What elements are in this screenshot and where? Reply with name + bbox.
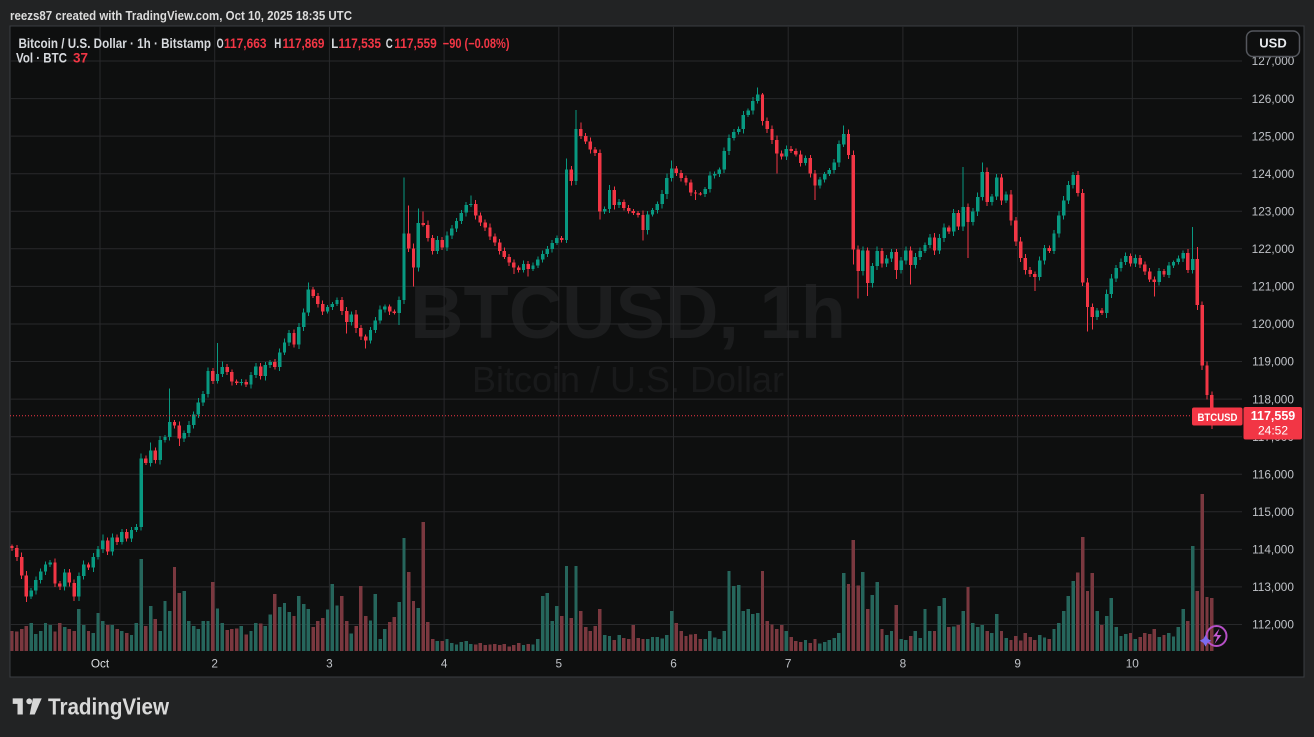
svg-text:9: 9 bbox=[1014, 657, 1021, 671]
svg-text:119,000: 119,000 bbox=[1252, 355, 1294, 369]
svg-text:8: 8 bbox=[900, 657, 907, 671]
svg-text:126,000: 126,000 bbox=[1252, 92, 1295, 106]
svg-text:BTCUSD, 1h: BTCUSD, 1h bbox=[410, 271, 846, 354]
svg-text:5: 5 bbox=[556, 657, 563, 671]
svg-text:113,000: 113,000 bbox=[1252, 580, 1294, 594]
svg-text:C: C bbox=[386, 36, 393, 51]
svg-text:BTCUSD: BTCUSD bbox=[1198, 412, 1238, 424]
svg-text:116,000: 116,000 bbox=[1252, 467, 1294, 481]
svg-text:Oct: Oct bbox=[91, 657, 110, 671]
svg-text:123,000: 123,000 bbox=[1252, 205, 1295, 219]
svg-text:117,663: 117,663 bbox=[224, 36, 267, 51]
svg-text:120,000: 120,000 bbox=[1252, 317, 1295, 331]
svg-text:24:52: 24:52 bbox=[1258, 424, 1288, 438]
svg-text:127,000: 127,000 bbox=[1252, 54, 1295, 68]
svg-text:USD: USD bbox=[1259, 36, 1286, 51]
svg-text:118,000: 118,000 bbox=[1252, 392, 1294, 406]
svg-text:115,000: 115,000 bbox=[1252, 505, 1294, 519]
svg-text:117,869: 117,869 bbox=[283, 36, 325, 51]
svg-text:124,000: 124,000 bbox=[1252, 167, 1295, 181]
svg-text:117,559: 117,559 bbox=[394, 36, 437, 51]
svg-text:125,000: 125,000 bbox=[1252, 129, 1295, 143]
svg-text:3: 3 bbox=[326, 657, 333, 671]
svg-text:6: 6 bbox=[670, 657, 677, 671]
svg-text:Bitcoin / U.S. Dollar · 1h · B: Bitcoin / U.S. Dollar · 1h · Bitstamp bbox=[19, 36, 212, 51]
svg-text:reezs87 created with TradingVi: reezs87 created with TradingView.com, Oc… bbox=[10, 8, 353, 23]
svg-text:7: 7 bbox=[785, 657, 792, 671]
svg-text:117,535: 117,535 bbox=[339, 36, 382, 51]
svg-text:O: O bbox=[217, 36, 224, 51]
svg-text:121,000: 121,000 bbox=[1252, 280, 1295, 294]
svg-text:−90 (−0.08%): −90 (−0.08%) bbox=[443, 36, 510, 51]
svg-text:2: 2 bbox=[211, 657, 218, 671]
svg-text:122,000: 122,000 bbox=[1252, 242, 1295, 256]
svg-text:Vol · BTC: Vol · BTC bbox=[16, 51, 67, 66]
svg-text:117,559: 117,559 bbox=[1251, 409, 1296, 423]
svg-text:L: L bbox=[331, 36, 338, 51]
svg-text:37: 37 bbox=[73, 51, 88, 66]
svg-text:TradingView: TradingView bbox=[48, 694, 170, 720]
svg-text:Bitcoin / U.S. Dollar: Bitcoin / U.S. Dollar bbox=[472, 359, 784, 400]
svg-text:114,000: 114,000 bbox=[1252, 543, 1294, 557]
svg-text:10: 10 bbox=[1126, 657, 1140, 671]
svg-text:112,000: 112,000 bbox=[1252, 618, 1294, 632]
svg-text:4: 4 bbox=[441, 657, 448, 671]
svg-text:H: H bbox=[274, 36, 281, 51]
